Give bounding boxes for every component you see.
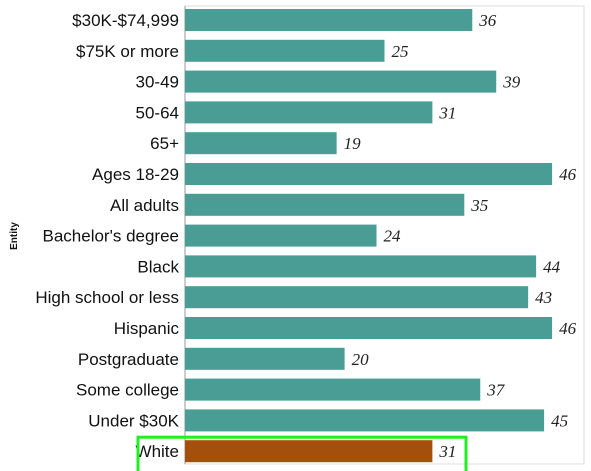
category-label-postgraduate: Postgraduate xyxy=(78,350,179,369)
category-label-all-adults: All adults xyxy=(110,196,179,215)
category-label-ages-18-29: Ages 18-29 xyxy=(92,165,179,184)
category-label-30k-74-999: $30K-$74,999 xyxy=(72,11,179,30)
value-label-some-college: 37 xyxy=(486,381,506,400)
value-label-postgraduate: 20 xyxy=(352,350,370,369)
y-axis-title: Entity xyxy=(9,222,20,250)
bar-white xyxy=(185,440,433,463)
value-label-65: 19 xyxy=(344,134,362,153)
value-label-black: 44 xyxy=(543,257,561,276)
value-label-all-adults: 35 xyxy=(470,196,488,215)
bar-hispanic xyxy=(185,317,553,339)
category-label-white: White xyxy=(136,442,179,461)
category-label-some-college: Some college xyxy=(76,381,179,400)
bar-65 xyxy=(185,132,337,155)
category-label-black: Black xyxy=(137,257,179,276)
bar-postgraduate xyxy=(185,347,345,370)
bar-high-school-or-less xyxy=(185,286,529,309)
category-label-hispanic: Hispanic xyxy=(114,319,180,338)
bar-50-64 xyxy=(185,101,433,124)
value-label-high-school-or-less: 43 xyxy=(535,288,552,307)
value-label-under-30k: 45 xyxy=(551,411,568,430)
bar-black xyxy=(185,255,537,278)
value-label-30k-74-999: 36 xyxy=(478,11,497,30)
bars-layer xyxy=(185,9,553,463)
bar-75k-or-more xyxy=(185,39,385,62)
category-label-50-64: 50-64 xyxy=(136,103,179,122)
bar-30-49 xyxy=(185,70,497,93)
bar-30k-74-999 xyxy=(185,9,473,31)
value-label-bachelor-s-degree: 24 xyxy=(384,227,402,246)
bar-under-30k xyxy=(185,409,545,432)
labels-layer: $30K-$74,999 36 $75K or more 25 30-49 39 50-64… xyxy=(35,11,576,461)
category-label-30-49: 30-49 xyxy=(136,73,179,92)
category-label-bachelor-s-degree: Bachelor's degree xyxy=(43,227,180,246)
bar-ages-18-29 xyxy=(185,163,553,185)
category-label-high-school-or-less: High school or less xyxy=(35,288,179,307)
category-label-under-30k: Under $30K xyxy=(88,411,179,430)
bar-some-college xyxy=(185,378,481,401)
value-label-ages-18-29: 46 xyxy=(559,165,577,184)
value-label-75k-or-more: 25 xyxy=(392,42,409,61)
value-label-50-64: 31 xyxy=(438,103,456,122)
value-label-30-49: 39 xyxy=(502,73,520,92)
bar-bachelor-s-degree xyxy=(185,224,377,247)
highlight-box xyxy=(136,435,468,471)
category-label-75k-or-more: $75K or more xyxy=(76,42,179,61)
category-label-65: 65+ xyxy=(150,134,179,153)
value-label-hispanic: 46 xyxy=(559,319,577,338)
value-label-white: 31 xyxy=(438,442,456,461)
bar-all-adults xyxy=(185,193,465,216)
